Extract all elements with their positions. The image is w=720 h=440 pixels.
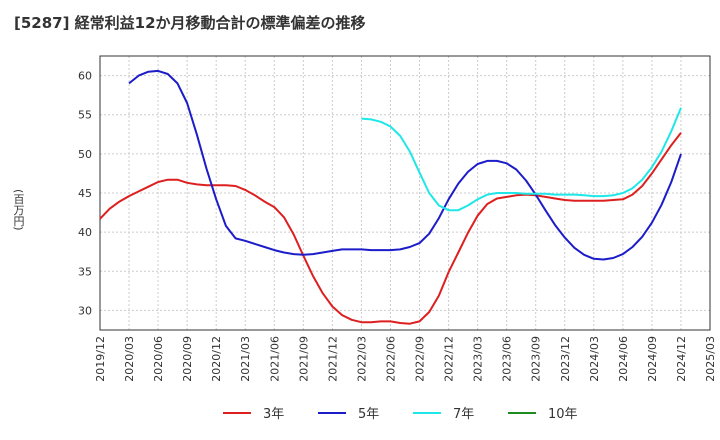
- x-tick-label: 2020/06: [152, 336, 165, 382]
- x-tick-label: 2020/12: [210, 336, 223, 382]
- x-tick-label: 2023/06: [501, 336, 514, 382]
- x-tick-label: 2024/03: [588, 336, 601, 382]
- legend-label-1: 3年: [263, 407, 284, 422]
- legend-label-2: 5年: [358, 407, 379, 422]
- x-tick-label: 2022/03: [355, 336, 368, 382]
- x-tick-label: 2024/09: [646, 336, 659, 382]
- x-tick-label: 2023/12: [559, 336, 572, 382]
- x-tick-label: 2022/09: [414, 336, 427, 382]
- y-axis-label: (百万円): [12, 189, 25, 231]
- x-tick-label: 2021/03: [239, 336, 252, 382]
- series-line-1: [99, 132, 682, 325]
- x-tick-label: 2023/09: [530, 336, 543, 382]
- x-tick-label: 2022/06: [384, 336, 397, 382]
- x-tick-label: 2023/03: [472, 336, 485, 382]
- y-tick-label: 55: [78, 109, 92, 122]
- y-tick-label: 30: [78, 304, 92, 317]
- legend-label-4: 10年: [548, 407, 578, 422]
- plot-area-border: [99, 55, 711, 331]
- x-tick-label: 2024/12: [675, 336, 688, 382]
- x-tick-label: 2021/12: [326, 336, 339, 382]
- x-tick-label: 2022/12: [443, 336, 456, 382]
- y-tick-label: 40: [78, 226, 92, 239]
- x-tick-label: 2021/09: [297, 336, 310, 382]
- x-tick-label: 2020/03: [123, 336, 136, 382]
- y-tick-label: 45: [78, 187, 92, 200]
- x-tick-label: 2020/09: [181, 336, 194, 382]
- y-tick-label: 50: [78, 148, 92, 161]
- x-tick-label: 2024/06: [617, 336, 630, 382]
- chart-title: [5287] 経常利益12か月移動合計の標準偏差の推移: [14, 14, 366, 32]
- x-tick-label: 2021/06: [268, 336, 281, 382]
- y-tick-label: 35: [78, 265, 92, 278]
- x-tick-label: 2019/12: [94, 336, 107, 382]
- y-tick-label: 60: [78, 70, 92, 83]
- x-tick-label: 2025/03: [704, 336, 717, 382]
- series-line-2: [128, 69, 682, 261]
- series-line-3: [361, 107, 682, 212]
- legend-label-3: 7年: [453, 407, 474, 422]
